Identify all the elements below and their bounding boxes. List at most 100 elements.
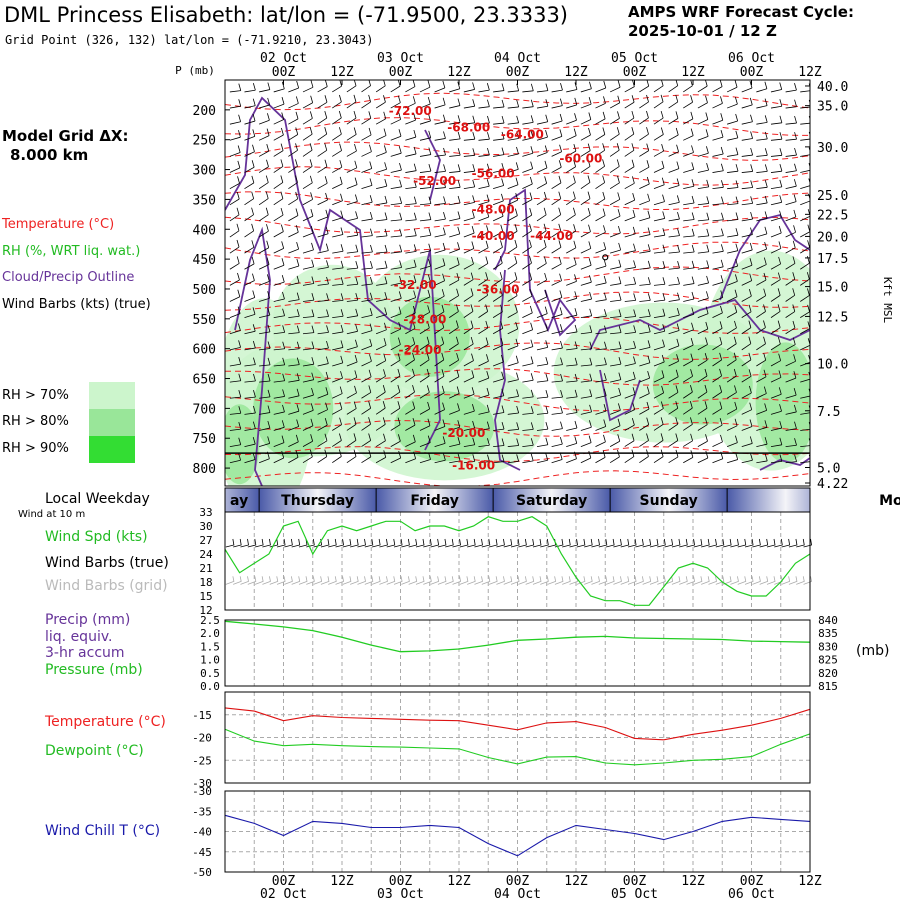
wind-barb [419, 103, 431, 109]
wind-barb [449, 154, 461, 157]
wind-barb-feather [573, 257, 577, 265]
wind-barb [756, 443, 768, 447]
wind-barb [756, 264, 767, 270]
wind-barb [507, 230, 518, 238]
wind-barb-feather [793, 225, 796, 233]
wind-barb-feather [543, 223, 547, 231]
wind-barb-feather [354, 160, 358, 168]
wind-barb-feather [413, 290, 417, 298]
wind-barb [683, 457, 694, 464]
wind-barb [536, 105, 548, 109]
wind-barb [375, 329, 387, 335]
wind-barb [522, 121, 534, 125]
chill-tick-label: -35 [192, 805, 212, 818]
wind-barb-true [803, 538, 813, 548]
wind-barb [668, 185, 680, 190]
wind-barb-feather [442, 436, 446, 444]
wind-barb [712, 102, 723, 109]
wind-barb [449, 359, 459, 367]
wind-barb-feather [472, 454, 476, 462]
wind-barb [258, 198, 269, 206]
wind-barb-feather [588, 112, 592, 120]
wind-barb [726, 311, 737, 318]
wind-barb-feather [704, 368, 708, 377]
wind-barb-true [788, 538, 798, 548]
wind-barb-feather [324, 110, 328, 119]
wind-barb [610, 266, 621, 270]
wind-barb-feather [691, 322, 694, 330]
wind-barb [273, 380, 285, 383]
wind-barb-feather [516, 131, 519, 139]
wind-barb [317, 299, 329, 302]
pressure-frame [224, 619, 811, 687]
wind-barb-true [437, 538, 447, 548]
wind-barb [551, 428, 563, 431]
wind-barb-feather [471, 225, 475, 234]
wind-barb-feather [428, 228, 432, 236]
wind-barb-feather [412, 385, 415, 393]
wind-barb-feather [588, 435, 592, 443]
wind-barb-feather [471, 353, 474, 361]
top-time-tick-label: 12Z [447, 65, 471, 80]
wind-barb [785, 122, 797, 125]
wind-barb-true [759, 538, 769, 548]
wind-barb-true [276, 538, 286, 548]
wind-barb [492, 328, 503, 335]
wind-barb-feather [368, 369, 372, 377]
wind-barb-feather [252, 307, 256, 315]
wind-chill-line [224, 814, 811, 857]
wind-barb-feather [530, 130, 534, 138]
wind-barb-feather [443, 147, 446, 156]
wind-barb-feather [530, 99, 534, 107]
wind-barb-feather [399, 162, 402, 171]
wind-barb-feather [324, 418, 328, 426]
wind-barb [332, 217, 343, 222]
wind-barb-true [496, 538, 505, 548]
wind-barb [522, 329, 533, 335]
wind-barb [756, 311, 766, 318]
pressure-axis-title: P (mb) [175, 64, 215, 77]
wind-barb [390, 235, 402, 238]
wind-barb-feather [442, 273, 445, 281]
wind-barb-feather [311, 259, 315, 267]
wind-barb-feather [764, 420, 768, 428]
wind-barb-grid [715, 576, 725, 585]
wind-barb [376, 168, 387, 173]
wind-barb-feather [470, 304, 474, 312]
wind-barb [317, 250, 329, 254]
wind-barb [273, 281, 285, 286]
wind-barb [478, 311, 488, 318]
wind-barb-feather [574, 373, 578, 382]
wind-barb-feather [325, 192, 328, 201]
wind-barb-true [532, 538, 542, 548]
wind-barb-feather [412, 434, 416, 442]
wind-barb [229, 346, 241, 351]
wind-barb [727, 459, 738, 464]
wind-barb-feather [647, 210, 651, 218]
wind-barb-true [744, 538, 754, 548]
wind-barb [653, 361, 665, 367]
wind-barb-feather [530, 373, 534, 381]
wind-barb [639, 347, 651, 351]
wind-barb [346, 101, 357, 109]
wind-barb-feather [340, 340, 344, 348]
wind-barb-feather [281, 81, 285, 89]
wind-barb [361, 101, 371, 109]
isotherm [225, 216, 810, 235]
wind-barb [580, 198, 591, 206]
wind-barb-feather [602, 175, 606, 183]
wind-barb-grid [488, 576, 498, 585]
wind-barb-feather [529, 192, 533, 200]
wind-barb-grid [423, 576, 432, 585]
wind-tick-label: 33 [199, 506, 212, 519]
wind-barb-feather [500, 354, 504, 363]
wind-barb-feather [647, 193, 651, 201]
wind-barb-true [386, 538, 396, 548]
wind-barb [624, 216, 636, 222]
wind-barb [229, 330, 241, 335]
wind-barb [580, 331, 592, 335]
wind-barb [566, 364, 578, 367]
wind-barb-feather [750, 114, 753, 122]
wind-barb [463, 377, 474, 383]
wind-barb-grid [342, 576, 352, 585]
